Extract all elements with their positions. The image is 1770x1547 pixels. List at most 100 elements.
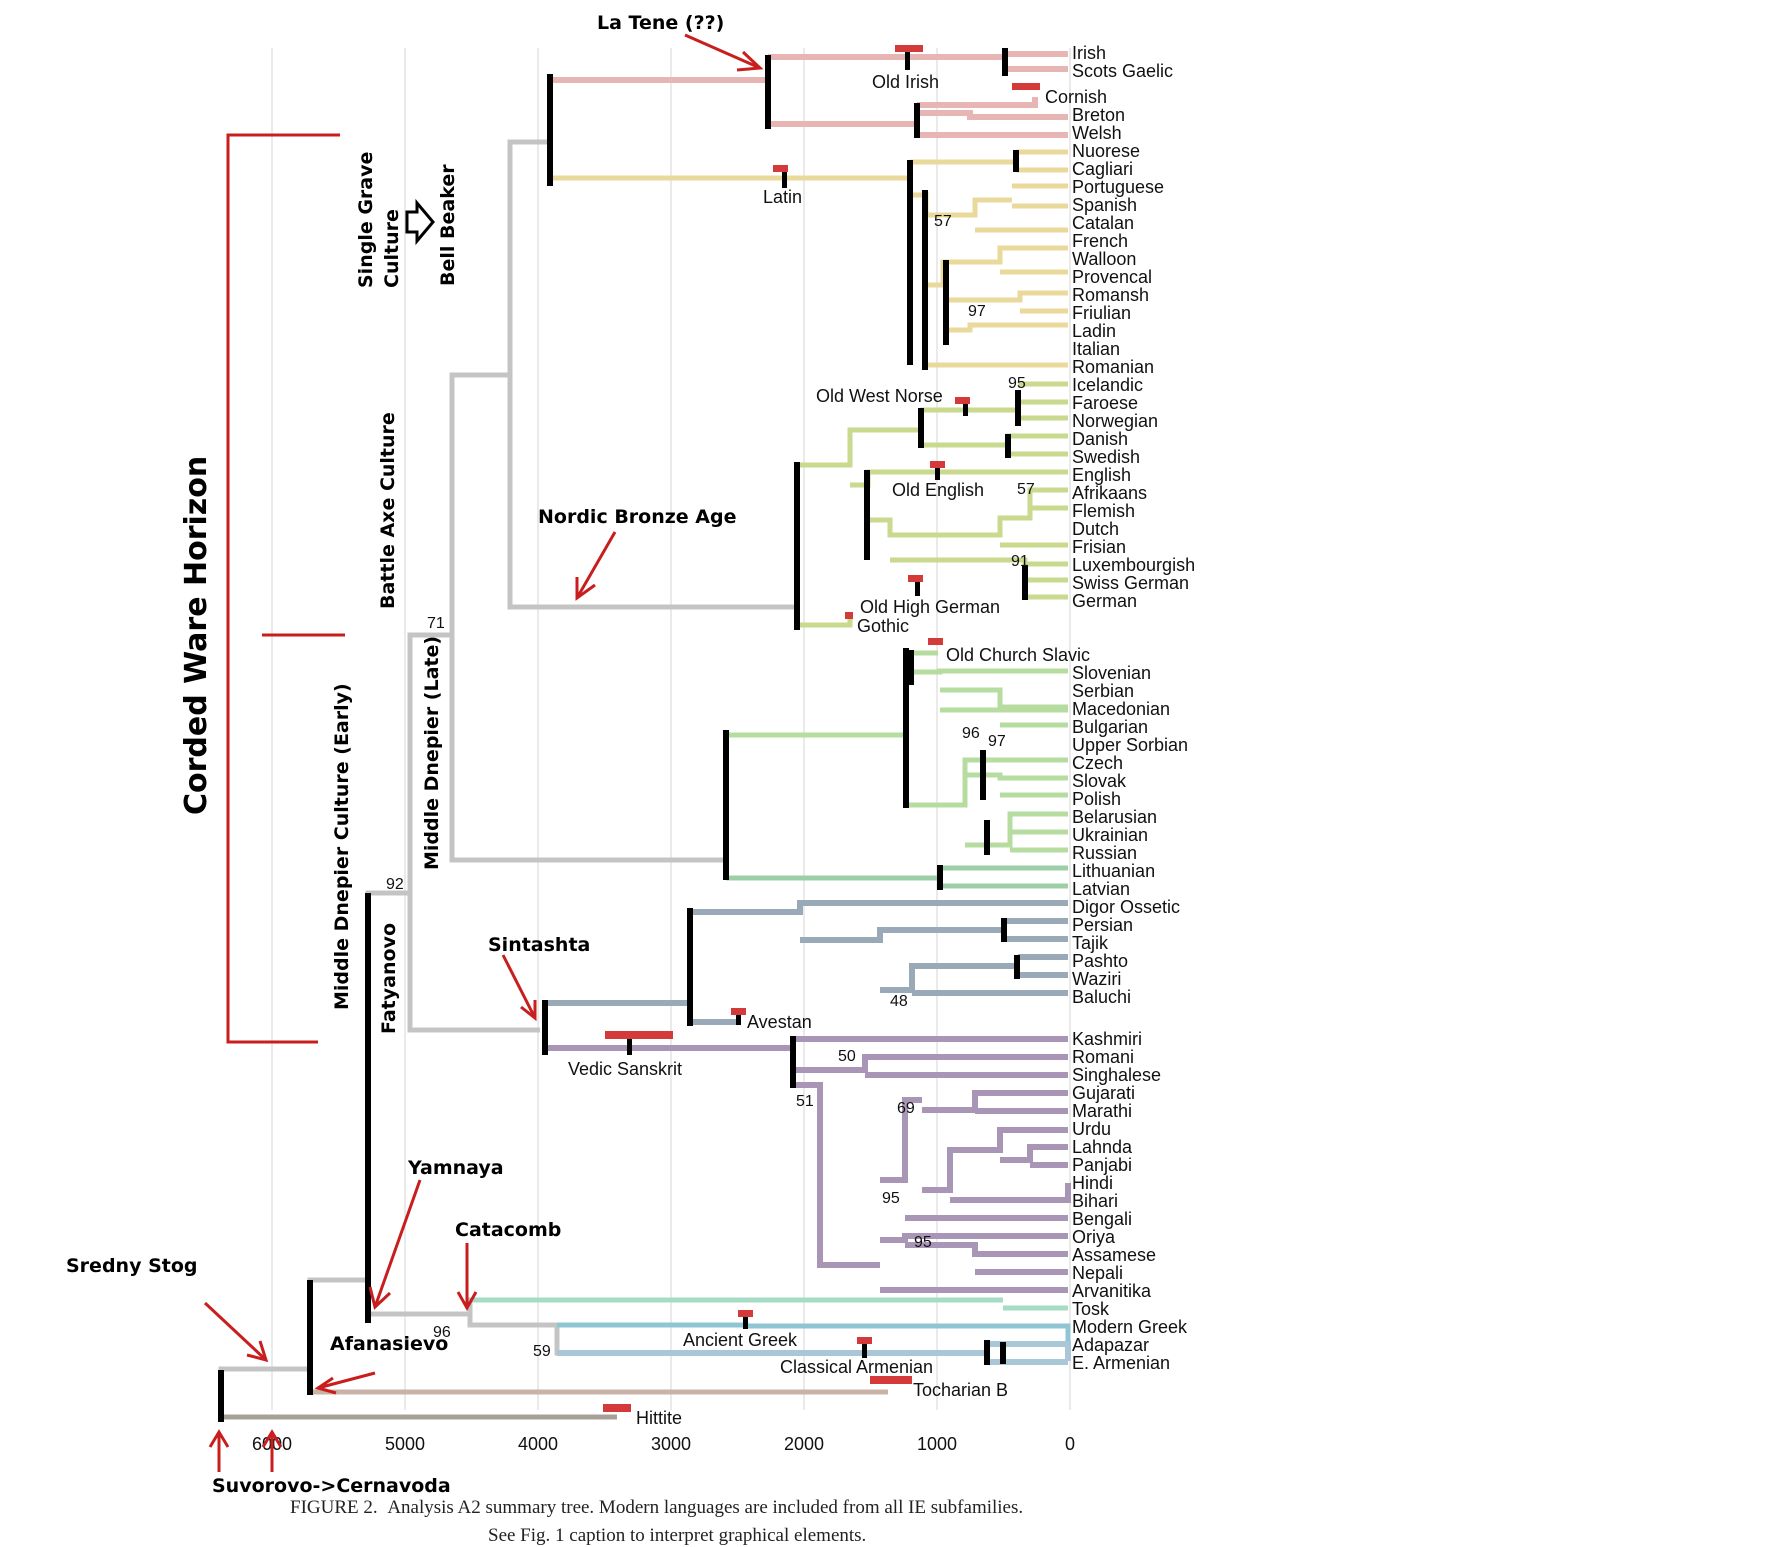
language-label: Adapazar [1072,1335,1149,1355]
support-value: 57 [1017,481,1035,498]
language-label: Polish [1072,789,1121,809]
iranian-branches [545,900,1068,1025]
support-value: 97 [988,733,1006,750]
battle-axe-label: Battle Axe Culture [377,412,399,609]
single-grave-label: Single Grave [355,152,377,288]
language-label: Nepali [1072,1263,1123,1283]
language-label: Digor Ossetic [1072,897,1180,917]
language-label: Panjabi [1072,1155,1132,1175]
sintashta-arrow [501,954,537,1019]
fatyanovo-label: Fatyanovo [378,923,400,1034]
language-label: Nuorese [1072,141,1140,161]
language-label: Icelandic [1072,375,1143,395]
language-label: Waziri [1072,969,1121,989]
single-grave-culture-label: Culture [381,209,403,288]
corded-ware-horizon-label: Corded Ware Horizon [179,456,214,815]
support-value: 48 [890,993,908,1010]
celtic-branches [550,51,1068,138]
support-values: 57 97 95 57 91 71 92 96 97 48 50 51 69 9… [386,213,1035,1360]
caption-text: Analysis A2 summary tree. Modern languag… [387,1497,1023,1518]
sredny-arrow [203,1301,268,1362]
support-value: 50 [838,1048,856,1065]
avestan-label: Avestan [747,1012,812,1032]
language-label: Irish [1072,43,1106,63]
language-label: Ladin [1072,321,1116,341]
language-label: Marathi [1072,1101,1132,1121]
tree-branches [218,51,1071,1420]
support-value: 69 [897,1100,915,1117]
language-label: Oriya [1072,1227,1116,1247]
language-label: Modern Greek [1072,1317,1188,1337]
language-label: Gujarati [1072,1083,1135,1103]
sampling-date-bars [603,45,1040,1412]
language-label: Persian [1072,915,1133,935]
afanasievo-arrow [317,1371,376,1390]
catacomb-label: Catacomb [455,1219,561,1241]
language-label: Pashto [1072,951,1128,971]
corded-ware-bracket [226,133,340,1044]
tocharian-b-label: Tocharian B [913,1380,1008,1400]
language-label: Luxembourgish [1072,555,1195,575]
language-label: Dutch [1072,519,1119,539]
support-value: 95 [914,1234,932,1251]
language-label: Afrikaans [1072,483,1147,503]
annotation-overlay [203,33,764,1472]
axis-tick: 1000 [917,1434,957,1454]
old-english-label: Old English [892,480,984,500]
language-label: Bulgarian [1072,717,1148,737]
language-label: Tosk [1072,1299,1110,1319]
support-value: 91 [1011,553,1029,570]
suvorovo-label: Suvorovo->Cernavoda [212,1475,451,1497]
sintashta-label: Sintashta [488,934,590,956]
language-label: Latvian [1072,879,1130,899]
support-value: 95 [882,1190,900,1207]
support-value: 51 [796,1093,814,1110]
ancient-language-labels: Old Irish Latin Old West Norse Old Engli… [568,72,1090,1428]
sredny-stog-label: Sredny Stog [66,1255,198,1277]
culture-labels: La Tene (??) Nordic Bronze Age Sintashta… [66,12,737,1497]
time-axis: 6000 5000 4000 3000 2000 1000 0 [252,1434,1075,1454]
language-label: Provencal [1072,267,1152,287]
language-label: French [1072,231,1128,251]
language-label: Lahnda [1072,1137,1133,1157]
support-value: 97 [968,303,986,320]
language-label: Romanian [1072,357,1154,377]
caption-line-2: See Fig. 1 caption to interpret graphica… [488,1525,866,1546]
language-label: Tajik [1072,933,1109,953]
nordic-bronze-age-label: Nordic Bronze Age [538,506,737,528]
language-label: Urdu [1072,1119,1111,1139]
baltic-branches [726,865,1068,889]
vedic-sanskrit-label: Vedic Sanskrit [568,1059,682,1079]
axis-tick: 5000 [385,1434,425,1454]
language-label: Romansh [1072,285,1149,305]
middle-dnepier-late-label: Middle Dnepier (Late) [421,636,443,870]
support-value: 95 [1008,375,1026,392]
language-label: Flemish [1072,501,1135,521]
language-label: Slovak [1072,771,1127,791]
node-bars [218,48,1028,1422]
language-label: E. Armenian [1072,1353,1170,1373]
language-label: Bengali [1072,1209,1132,1229]
language-label: Welsh [1072,123,1122,143]
language-label: Italian [1072,339,1120,359]
support-value: 57 [934,213,952,230]
axis-tick: 2000 [784,1434,824,1454]
middle-dnepier-early-label: Middle Dnepier Culture (Early) [331,683,353,1010]
afanasievo-label: Afanasievo [330,1333,448,1355]
language-label: Friulian [1072,303,1131,323]
support-value: 96 [433,1324,451,1341]
language-label: German [1072,591,1137,611]
language-label: Assamese [1072,1245,1156,1265]
language-label: Serbian [1072,681,1134,701]
language-label: Singhalese [1072,1065,1161,1085]
figure-caption: FIGURE 2. Analysis A2 summary tree. Mode… [290,1497,1023,1546]
language-label: Bihari [1072,1191,1118,1211]
language-label: English [1072,465,1131,485]
language-label: Faroese [1072,393,1138,413]
nordic-arrow [575,531,617,599]
language-label: Portuguese [1072,177,1164,197]
support-value: 59 [533,1343,551,1360]
time-gridlines [271,48,1071,1410]
language-label: Breton [1072,105,1125,125]
